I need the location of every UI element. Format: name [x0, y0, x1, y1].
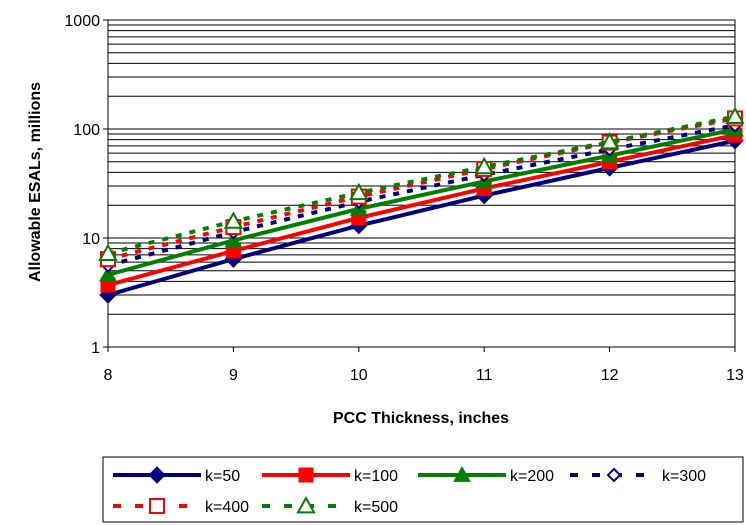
series-line	[107, 127, 736, 277]
legend-item: k=500	[262, 495, 398, 516]
x-tick-label: 12	[601, 367, 619, 384]
legend-item: k=200	[418, 465, 554, 485]
legend-label: k=500	[354, 499, 398, 516]
x-tick-label: 10	[350, 367, 368, 384]
legend-swatch-marker	[606, 467, 622, 483]
data-point	[349, 182, 369, 201]
series-k-200	[99, 120, 744, 282]
data-point	[98, 243, 118, 261]
legend-box	[102, 456, 744, 523]
gridlines	[108, 24, 735, 315]
legend-swatch-marker	[298, 467, 314, 483]
legend-swatch-marker	[148, 466, 166, 484]
data-point	[474, 156, 494, 175]
legend: k=50 k=100 k=200 k=300 k=400 k=500	[102, 456, 744, 523]
legend-label: k=50	[205, 468, 240, 485]
series-line	[107, 114, 736, 256]
legend-swatch-marker	[149, 498, 165, 514]
x-axis-title: PCC Thickness, inches	[333, 410, 509, 427]
y-axis-title: Allowable ESALs, millions	[27, 82, 44, 282]
legend-swatch-marker	[296, 495, 316, 514]
legend-label: k=100	[354, 468, 398, 485]
data-point	[223, 211, 244, 229]
series-line	[107, 123, 736, 268]
x-tick-label: 9	[229, 367, 238, 384]
y-tick-label: 1000	[64, 13, 100, 30]
series-line	[107, 133, 736, 287]
x-tick-label: 8	[104, 367, 113, 384]
data-point	[725, 106, 745, 124]
series-layer	[98, 106, 745, 304]
x-tick-label: 11	[476, 367, 493, 384]
y-tick-label: 100	[73, 122, 100, 139]
legend-label: k=400	[205, 499, 249, 516]
legend-item: k=300	[570, 467, 706, 485]
series-line	[107, 138, 736, 297]
data-point	[99, 265, 117, 282]
y-tick-label: 10	[82, 231, 100, 248]
legend-swatch-marker	[453, 465, 471, 482]
plot-area-frame	[107, 19, 736, 348]
legend-item: k=100	[262, 467, 398, 485]
legend-label: k=300	[662, 468, 706, 485]
legend-item: k=400	[113, 498, 249, 516]
y-tick-label: 1	[91, 340, 100, 357]
legend-item: k=50	[113, 466, 240, 485]
x-axis-tick-labels: 8 9 10 11 12 13	[104, 347, 744, 384]
x-tick-label: 13	[726, 367, 744, 384]
data-point	[599, 131, 620, 150]
y-axis-tick-labels: 1 10 100 1000	[64, 13, 108, 357]
legend-label: k=200	[510, 468, 554, 485]
series-k-500	[98, 106, 745, 261]
series-k-50	[99, 132, 744, 304]
